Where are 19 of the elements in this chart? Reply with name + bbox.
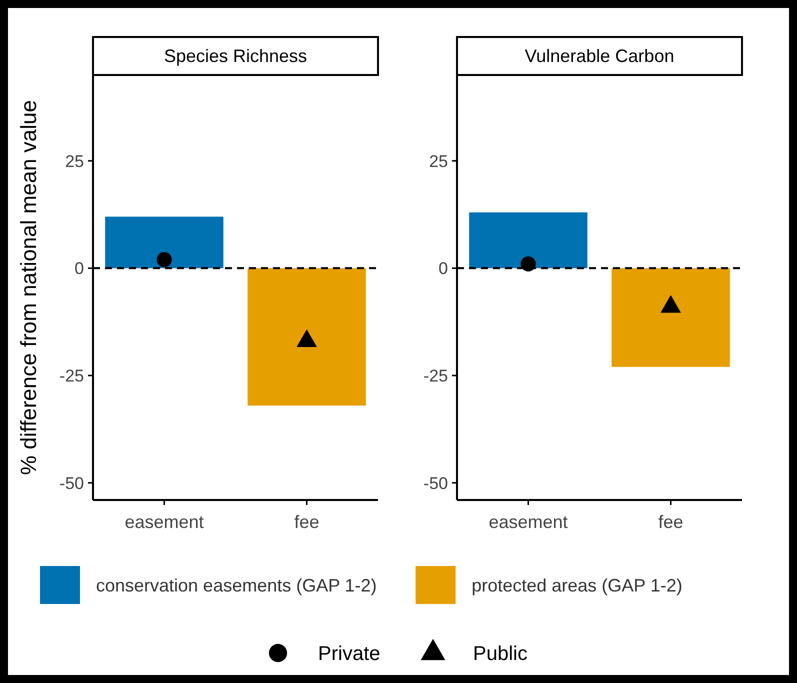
- chart-title: Species Richness: [164, 46, 308, 66]
- legend-label: Public: [473, 643, 528, 665]
- y-tick-label: 0: [74, 259, 84, 278]
- x-tick-label: fee: [294, 512, 320, 532]
- y-tick-label: -50: [423, 474, 448, 493]
- x-tick-label: fee: [658, 512, 684, 532]
- legend-label: protected areas (GAP 1-2): [472, 575, 682, 596]
- y-tick-label: 0: [438, 259, 448, 278]
- x-tick-label: easement: [488, 512, 568, 532]
- y-tick-label: 25: [65, 152, 84, 171]
- chart-title: Vulnerable Carbon: [524, 46, 674, 66]
- y-tick-label: -50: [59, 474, 84, 493]
- y-tick-label: -25: [423, 366, 448, 386]
- y-tick-label: -25: [59, 366, 84, 386]
- y-tick-label: 25: [429, 152, 448, 171]
- x-tick-label: easement: [124, 512, 204, 532]
- legend-label: conservation easements (GAP 1-2): [96, 575, 377, 596]
- y-axis-title: % difference from national mean value: [16, 100, 41, 476]
- legend-label: Private: [318, 643, 380, 665]
